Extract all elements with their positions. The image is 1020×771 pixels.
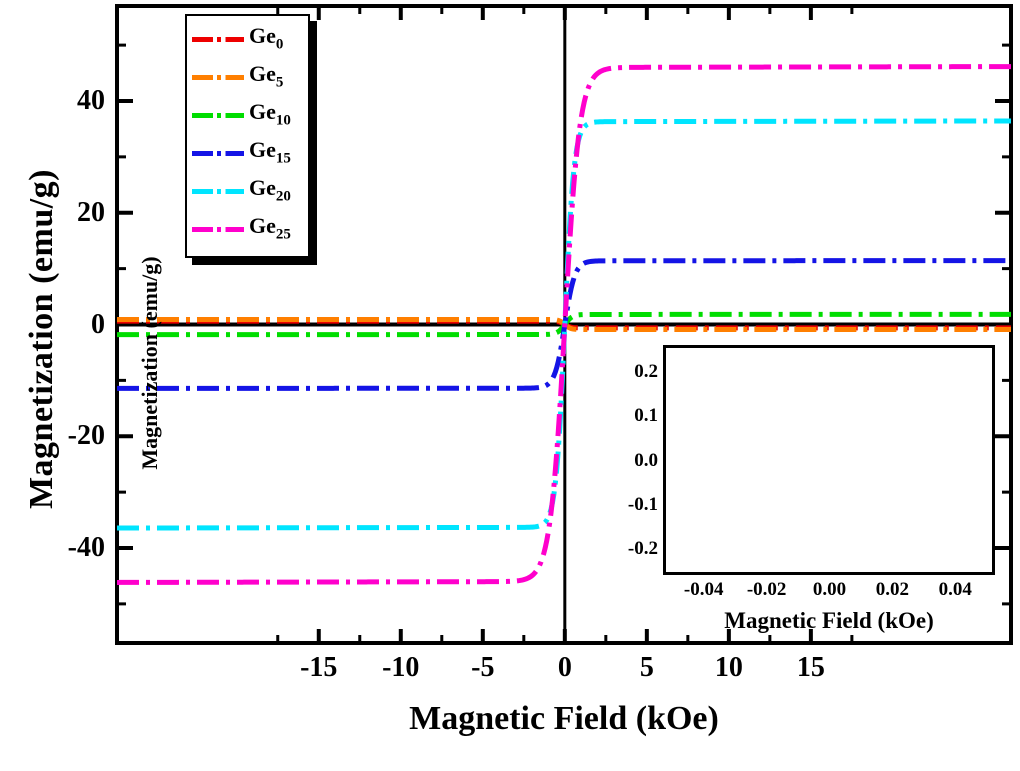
legend-label-Ge15: Ge15 (249, 139, 291, 166)
legend-swatch-Ge5 (192, 74, 244, 80)
inset-y-tick-0.0: 0.0 (634, 449, 658, 471)
inset-x-tick--0.02: -0.02 (746, 579, 787, 600)
legend-item-Ge0[interactable]: Ge0 (192, 20, 305, 58)
legend-label-base: Ge (249, 99, 276, 125)
inset-x-tick-0.02: 0.02 (875, 579, 909, 600)
legend[interactable]: Ge0 Ge5 Ge10 Ge15 Ge20 Ge25 (185, 14, 310, 258)
legend-item-Ge15[interactable]: Ge15 (192, 134, 305, 172)
legend-label-base: Ge (249, 175, 276, 201)
legend-swatch-Ge10 (192, 112, 244, 118)
inset-x-axis-title: Magnetic Field (kOe) (724, 608, 934, 633)
legend-label-base: Ge (249, 137, 276, 163)
legend-label-base: Ge (249, 61, 276, 87)
inset-x-tick-0.04: 0.04 (938, 579, 972, 600)
legend-item-Ge10[interactable]: Ge10 (192, 96, 305, 134)
legend-label-Ge0: Ge0 (249, 25, 283, 52)
inset-y-axis-title: Magnetization (emu/g) (137, 256, 162, 470)
y-tick-40: 40 (77, 84, 105, 116)
legend-label-subscript: 15 (275, 150, 291, 167)
inset-y-tick-0.1: 0.1 (634, 405, 658, 427)
inset-x-tick-0.00: 0.00 (812, 579, 847, 600)
inset-y-tick--0.2: -0.2 (627, 537, 658, 559)
legend-label-base: Ge (249, 23, 276, 49)
inset-x-tick--0.04: -0.04 (683, 579, 724, 600)
x-tick--10: -10 (382, 652, 420, 683)
legend-swatch-Ge15 (192, 150, 244, 156)
y-tick-0: 0 (91, 308, 105, 340)
legend-label-base: Ge (249, 213, 276, 239)
legend-label-subscript: 0 (275, 36, 284, 53)
inset-y-tick--0.1: -0.1 (627, 493, 658, 515)
legend-label-subscript: 25 (275, 226, 291, 243)
legend-label-subscript: 5 (275, 74, 284, 91)
y-tick-20: 20 (77, 196, 105, 228)
inset-y-tick-0.2: 0.2 (634, 361, 658, 383)
legend-label-subscript: 10 (275, 112, 291, 129)
legend-label-Ge25: Ge25 (249, 215, 291, 242)
legend-swatch-Ge0 (192, 36, 244, 42)
x-tick--15: -15 (300, 652, 338, 683)
legend-label-Ge20: Ge20 (249, 177, 291, 204)
legend-swatch-Ge25 (192, 226, 244, 232)
y-tick--40: -40 (67, 532, 105, 563)
x-tick-5: 5 (639, 652, 654, 683)
legend-item-Ge5[interactable]: Ge5 (192, 58, 305, 96)
legend-swatch-Ge20 (192, 188, 244, 194)
x-tick--5: -5 (471, 652, 495, 683)
x-tick-0: 0 (557, 652, 572, 683)
y-tick--20: -20 (67, 420, 105, 452)
x-axis-title: Magnetic Field (kOe) (409, 700, 719, 737)
legend-label-Ge10: Ge10 (249, 101, 291, 128)
x-tick-10: 10 (714, 652, 743, 683)
legend-item-Ge20[interactable]: Ge20 (192, 172, 305, 210)
legend-label-Ge5: Ge5 (249, 63, 283, 90)
legend-item-Ge25[interactable]: Ge25 (192, 210, 305, 248)
x-tick-15: 15 (796, 652, 825, 683)
legend-label-subscript: 20 (275, 188, 291, 205)
inset-plot-area (663, 345, 995, 575)
